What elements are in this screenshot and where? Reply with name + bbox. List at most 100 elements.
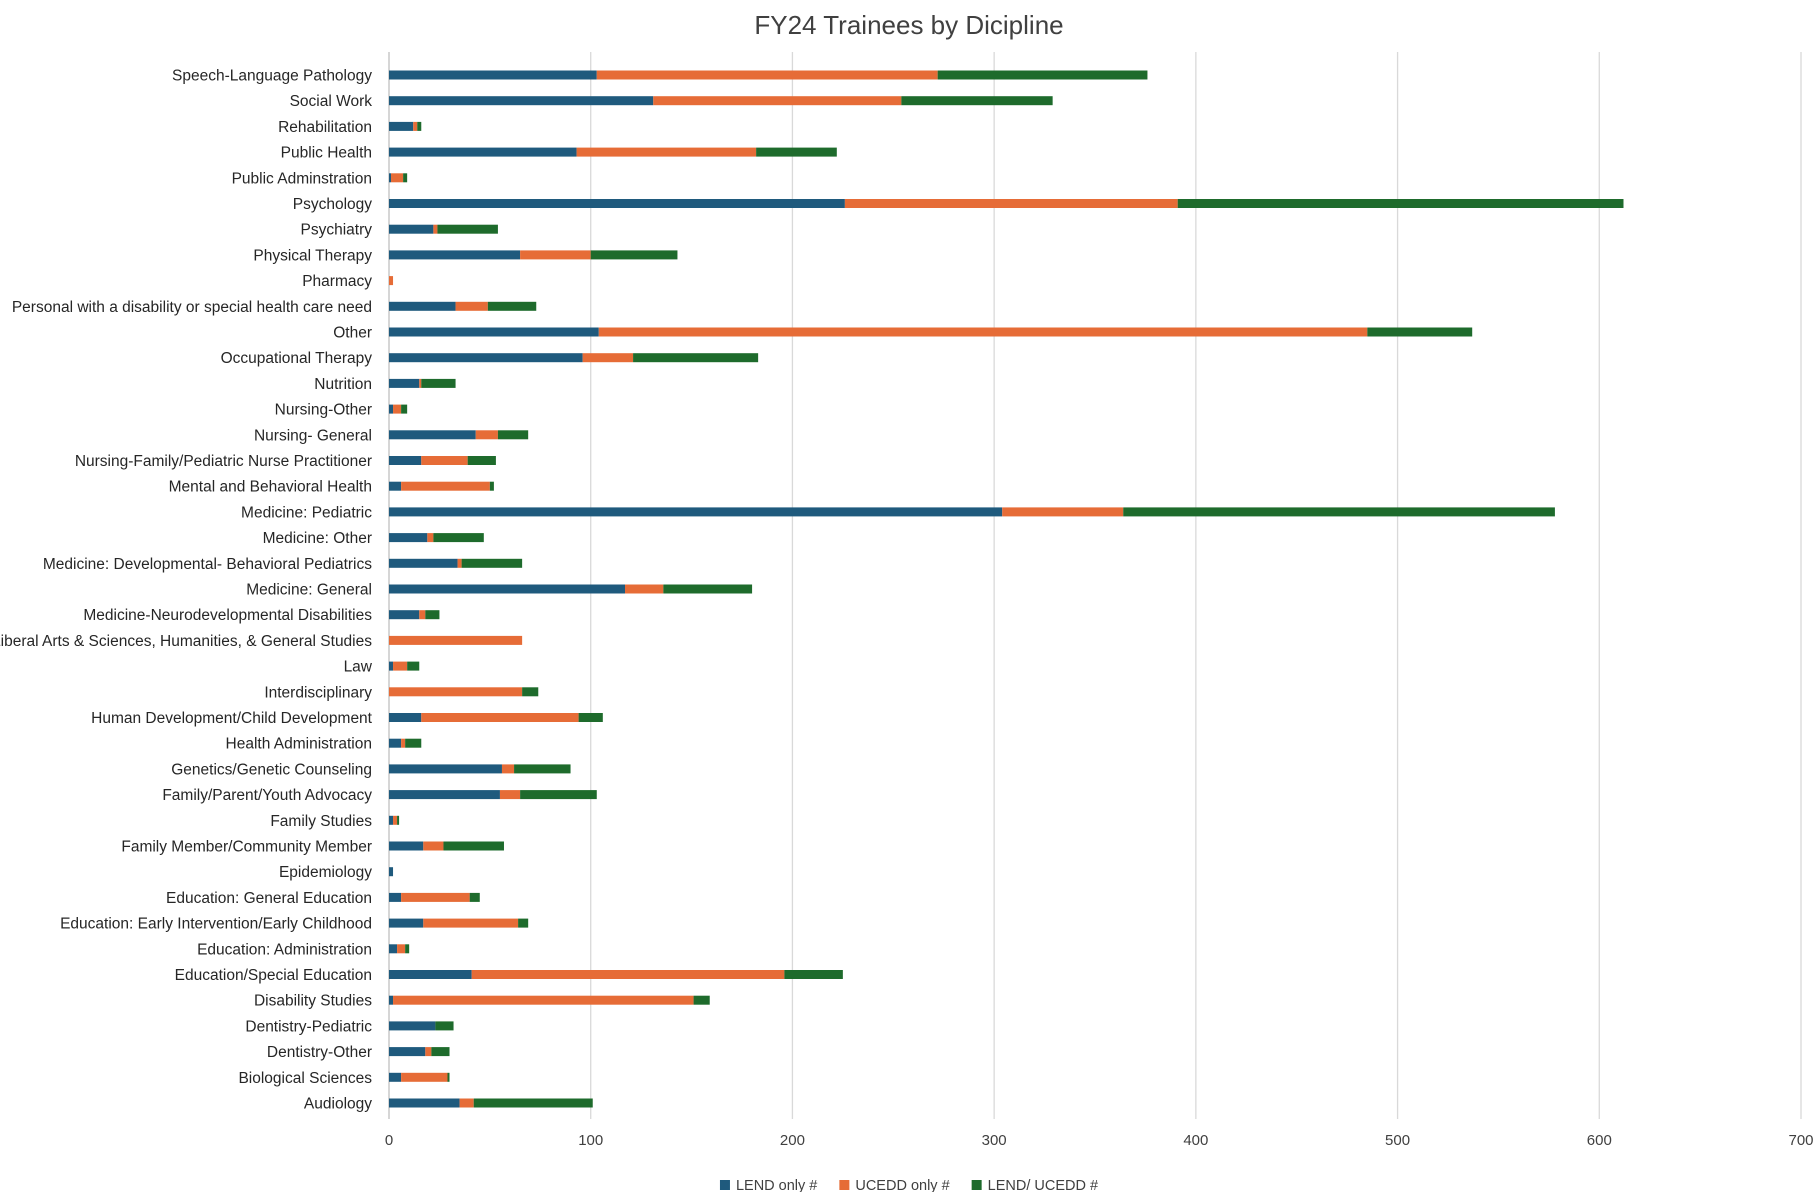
category-label: Education: General Education xyxy=(166,890,372,907)
bar-segment-series-2 xyxy=(393,995,694,1005)
category-labels: Speech-Language Pathology Social Work Reha… xyxy=(0,68,373,1113)
bar-segment-series-2 xyxy=(499,790,521,800)
bar-segment-series-1 xyxy=(389,353,583,363)
category-label: Medicine: Pediatric xyxy=(241,504,372,521)
bar-segment-series-2 xyxy=(520,250,591,260)
bar-segment-series-1 xyxy=(389,790,500,800)
category-label: Medicine: General xyxy=(246,582,372,599)
bar-segment-series-1 xyxy=(389,430,476,440)
bar-segment-series-3 xyxy=(693,995,710,1005)
category-label: Nursing-Other xyxy=(275,402,372,419)
legend: LEND only # UCEDD only # LEND/ UCEDD # xyxy=(719,1178,1098,1192)
gridlines xyxy=(388,52,1802,1119)
x-tick-label: 100 xyxy=(578,1132,603,1149)
category-label: Speech-Language Pathology xyxy=(172,68,372,85)
bar-segment-series-1 xyxy=(389,1098,460,1108)
bar-segment-series-2 xyxy=(393,661,408,671)
bar-segment-series-3 xyxy=(518,918,529,928)
bar-segment-series-3 xyxy=(901,96,1053,106)
category-label: Disability Studies xyxy=(254,993,372,1010)
legend-label: LEND only # xyxy=(736,1178,817,1192)
bar-segment-series-1 xyxy=(389,533,428,543)
x-tick-label: 600 xyxy=(1587,1132,1612,1149)
category-label: Psychiatry xyxy=(301,222,373,239)
bar-segment-series-3 xyxy=(633,353,759,363)
category-label: Education: Early Intervention/Early Chil… xyxy=(60,916,372,933)
category-label: Audiology xyxy=(304,1096,372,1113)
bar-segment-series-2 xyxy=(401,892,470,902)
legend-swatch xyxy=(719,1180,730,1190)
bar-segment-series-1 xyxy=(389,1072,402,1082)
category-label: Public Adminstration xyxy=(232,170,372,187)
bar-segment-series-2 xyxy=(419,378,422,388)
bar-segment-series-3 xyxy=(467,456,496,465)
bar-segment-series-3 xyxy=(1123,507,1555,517)
bar-segment-series-3 xyxy=(514,764,571,774)
category-label: Human Development/Child Development xyxy=(91,710,373,727)
bar-segment-series-1 xyxy=(389,661,394,671)
category-label: Family Studies xyxy=(270,813,372,830)
x-tick-label: 200 xyxy=(780,1132,805,1149)
category-label: Health Administration xyxy=(226,736,372,753)
x-tick-label: 300 xyxy=(982,1132,1007,1149)
category-label: Epidemiology xyxy=(279,864,372,881)
bar-segment-series-1 xyxy=(389,481,402,491)
legend-item: LEND/ UCEDD # xyxy=(971,1178,1098,1192)
bar-segment-series-2 xyxy=(427,533,434,543)
category-label: Family Member/Community Member xyxy=(121,839,372,856)
bar-segment-series-2 xyxy=(393,404,402,414)
bar-segment-series-2 xyxy=(423,918,519,928)
category-label: Law xyxy=(344,659,373,676)
bar-segment-series-2 xyxy=(596,70,938,80)
category-label: Mental and Behavioral Health xyxy=(169,479,372,496)
category-label: Pharmacy xyxy=(302,273,372,290)
x-axis-tick-labels: 0 100 200 300 400 500 600 700 xyxy=(385,1132,1814,1149)
bar-segment-series-3 xyxy=(437,224,498,234)
bar-segment-series-1 xyxy=(389,815,394,825)
bar-segment-series-1 xyxy=(389,892,402,902)
bar-segment-series-1 xyxy=(389,841,424,851)
bar-segment-series-1 xyxy=(389,96,654,106)
bar-segment-series-3 xyxy=(417,121,422,131)
bar-segment-series-2 xyxy=(389,276,394,286)
category-label: Rehabilitation xyxy=(278,119,372,136)
category-label: Medicine: Developmental- Behavioral Pedi… xyxy=(43,556,372,573)
bar-segment-series-1 xyxy=(389,173,392,183)
bar-segment-series-2 xyxy=(576,147,757,157)
bar-segment-series-2 xyxy=(389,635,523,645)
bar-segment-series-2 xyxy=(391,173,404,183)
bar-segment-series-2 xyxy=(421,713,579,722)
bar-segment-series-2 xyxy=(393,815,398,825)
bar-segment-series-1 xyxy=(389,404,394,414)
bar-segment-series-2 xyxy=(419,610,426,620)
bar-segment-series-2 xyxy=(625,584,664,594)
category-label: Other xyxy=(333,325,372,342)
bar-segment-series-1 xyxy=(389,944,398,954)
bar-segment-series-1 xyxy=(389,867,394,877)
bar-segment-series-2 xyxy=(598,327,1368,337)
bar-segment-series-1 xyxy=(389,456,422,465)
category-label: Personal with a disability or special he… xyxy=(12,299,372,316)
bar-segment-series-2 xyxy=(501,764,515,774)
bar-segment-series-2 xyxy=(1002,507,1124,517)
bar-segment-series-3 xyxy=(497,430,529,440)
bar-segment-series-1 xyxy=(389,1021,436,1031)
category-label: Dentistry-Other xyxy=(267,1044,372,1061)
x-tick-label: 0 xyxy=(385,1132,393,1149)
bar-segment-series-3 xyxy=(405,944,410,954)
bar-segment-series-3 xyxy=(469,892,480,902)
bar-segment-series-3 xyxy=(784,970,843,979)
bar-segment-series-1 xyxy=(389,327,599,337)
bar-segment-series-2 xyxy=(582,353,634,363)
bar-segment-series-2 xyxy=(471,970,785,979)
bar-segment-series-3 xyxy=(431,1047,450,1057)
legend-item: LEND only # xyxy=(719,1178,817,1192)
legend-label: UCEDD only # xyxy=(855,1178,949,1192)
bar-segment-series-2 xyxy=(413,121,418,131)
bar-segment-series-2 xyxy=(425,1047,432,1057)
category-label: Liberal Arts & Sciences, Humanities, & G… xyxy=(0,633,372,650)
legend-swatch xyxy=(839,1180,850,1190)
bar-segment-series-2 xyxy=(433,224,438,234)
bar-segment-series-3 xyxy=(1367,327,1473,337)
